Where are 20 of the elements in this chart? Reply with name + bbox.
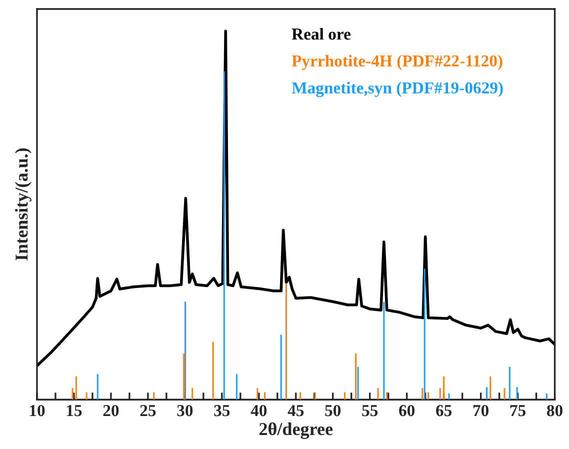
x-tick-label: 30 bbox=[177, 404, 193, 416]
x-tick-label: 50 bbox=[325, 404, 341, 416]
text: Real ore bbox=[292, 28, 351, 40]
x-tick-label: 70 bbox=[473, 404, 489, 416]
x-tick-label: 35 bbox=[214, 405, 230, 416]
text: Magnetite,syn (PDF#19-0629) bbox=[292, 82, 503, 98]
x-tick-label: 20 bbox=[103, 404, 119, 416]
x-tick-label: 55 bbox=[362, 405, 378, 416]
x-tick-label: 60 bbox=[399, 404, 415, 416]
x-tick-label: 40 bbox=[250, 404, 267, 416]
y-axis-title: Intensity/(a.u.) bbox=[15, 148, 32, 260]
x-tick-label: 80 bbox=[546, 404, 562, 416]
x-tick-label: 10 bbox=[30, 404, 45, 416]
x-tick-label: 75 bbox=[510, 405, 526, 416]
x-tick-label: 25 bbox=[140, 405, 156, 416]
x-axis-title: 2θ/degree bbox=[260, 422, 333, 439]
x-tick-label: 45 bbox=[288, 405, 304, 416]
x-tick-label: 65 bbox=[436, 405, 452, 416]
x-tick-label: 15 bbox=[66, 405, 82, 416]
text: Pyrrhotite-4H (PDF#22-1120) bbox=[292, 54, 502, 70]
